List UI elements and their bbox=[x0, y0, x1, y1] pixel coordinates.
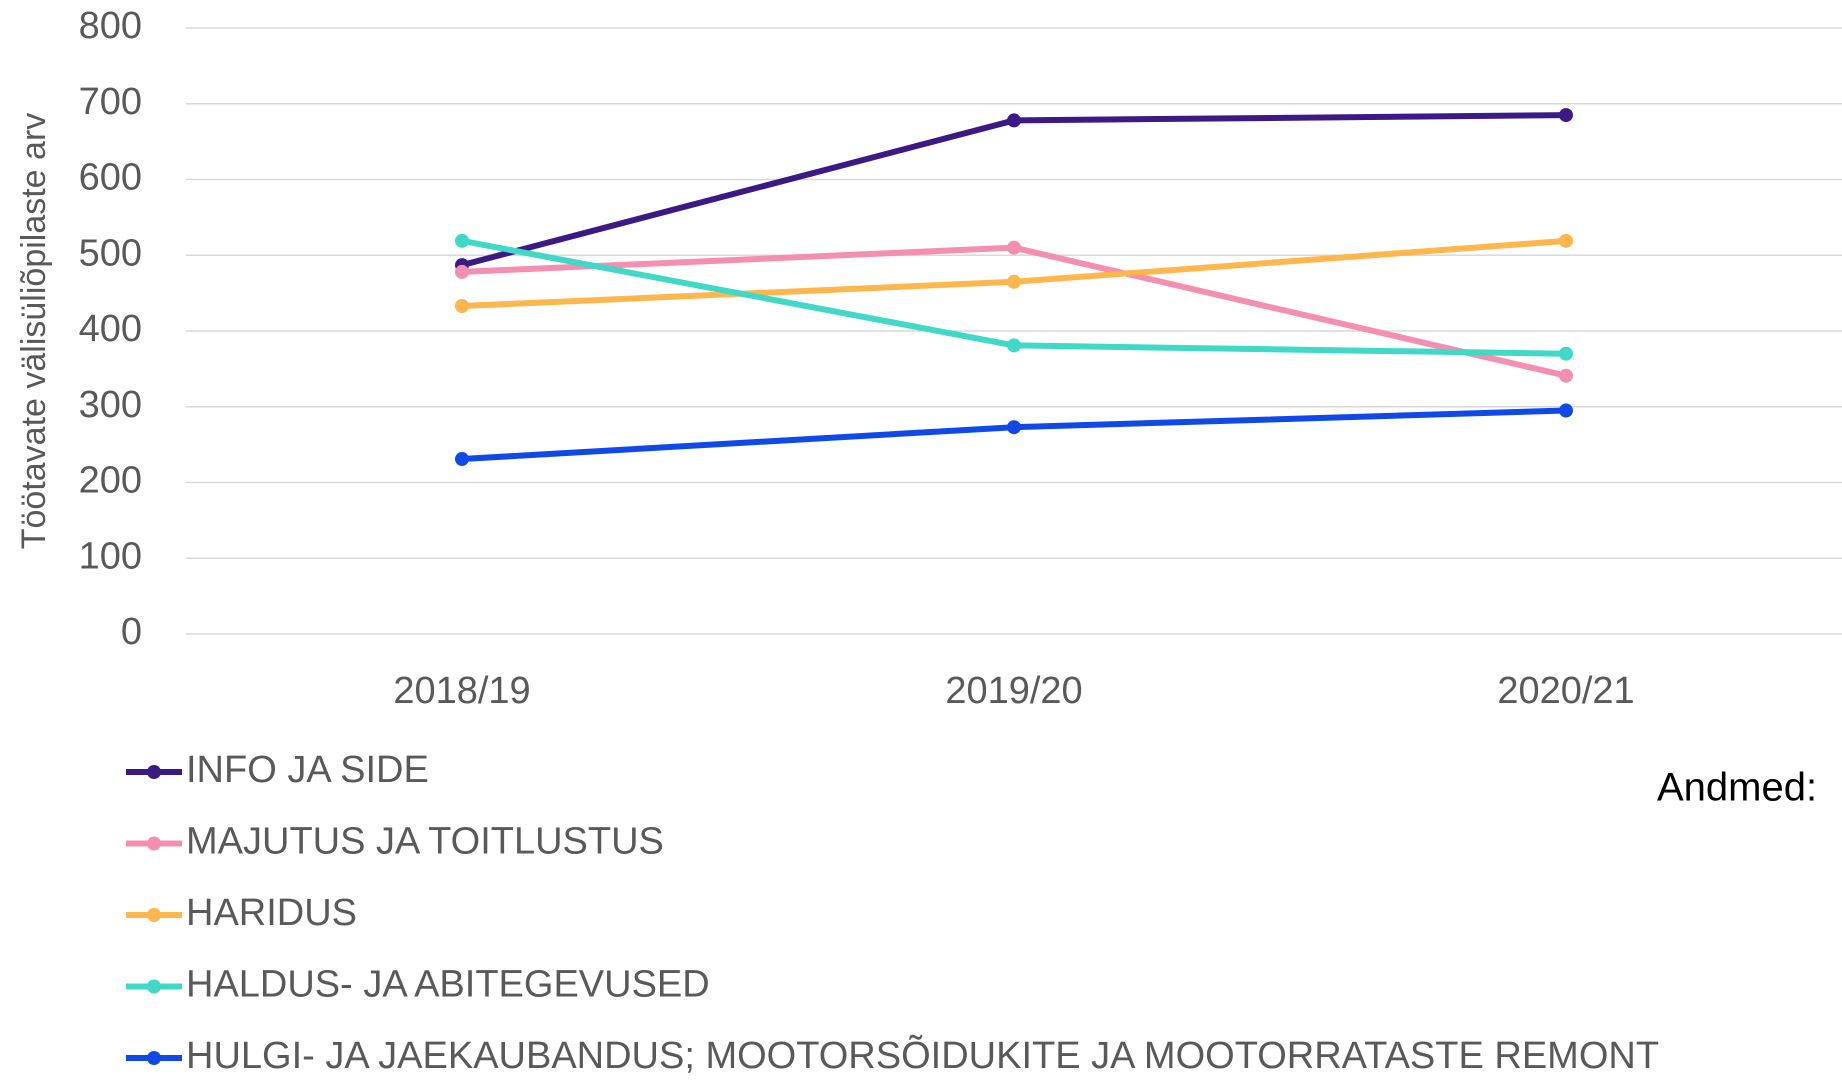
series-line bbox=[461, 407, 1567, 463]
legend-marker bbox=[147, 765, 161, 779]
data-point bbox=[1559, 233, 1573, 248]
data-point bbox=[1007, 338, 1021, 353]
legend-label: HARIDUS bbox=[186, 892, 357, 934]
y-tick-label: 100 bbox=[79, 535, 142, 577]
data-point bbox=[1559, 403, 1573, 418]
y-tick-label: 500 bbox=[79, 232, 142, 274]
y-tick-label: 800 bbox=[79, 5, 142, 47]
annotation: Andmed: bbox=[1657, 766, 1817, 810]
data-point bbox=[455, 233, 469, 248]
data-point bbox=[1559, 368, 1573, 383]
y-tick-label: 400 bbox=[79, 308, 142, 350]
legend-label: HALDUS- JA ABITEGEVUSED bbox=[186, 964, 710, 1006]
data-point bbox=[1007, 113, 1021, 128]
y-tick-label: 700 bbox=[79, 81, 142, 123]
data-point bbox=[1559, 346, 1573, 361]
legend-label: HULGI- JA JAEKAUBANDUS; MOOTORSÕIDUKITE … bbox=[186, 1033, 1659, 1077]
data-point bbox=[1007, 274, 1021, 289]
x-tick-label: 2018/19 bbox=[393, 670, 530, 712]
x-tick-label: 2019/20 bbox=[945, 670, 1082, 712]
y-tick-label: 0 bbox=[121, 611, 142, 653]
legend-marker bbox=[147, 908, 161, 922]
series-line bbox=[461, 244, 1567, 379]
y-tick-label: 200 bbox=[79, 460, 142, 502]
legend-label: INFO JA SIDE bbox=[186, 749, 429, 791]
data-point bbox=[1559, 108, 1573, 123]
legend-marker bbox=[147, 836, 161, 851]
data-point bbox=[455, 299, 469, 314]
data-point bbox=[1007, 240, 1021, 255]
y-tick-label: 600 bbox=[79, 157, 142, 199]
data-point bbox=[1007, 420, 1021, 435]
y-axis-label: Töötavate välisüliõpilaste arv bbox=[15, 113, 53, 550]
legend-marker bbox=[147, 1051, 161, 1065]
x-tick-label: 2020/21 bbox=[1497, 670, 1634, 712]
data-point bbox=[455, 452, 469, 467]
data-point bbox=[455, 264, 469, 279]
y-tick-label: 300 bbox=[79, 384, 142, 426]
legend-marker bbox=[147, 979, 161, 994]
legend-label: MAJUTUS JA TOITLUSTUS bbox=[186, 821, 664, 863]
